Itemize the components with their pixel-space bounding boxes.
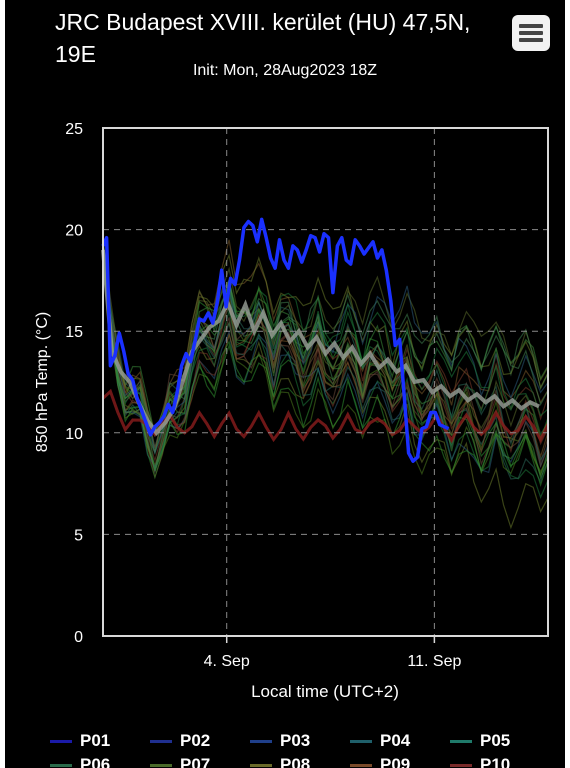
- legend-swatch: [50, 739, 72, 743]
- chart-series: [101, 217, 540, 463]
- y-tick-label: 5: [74, 527, 83, 544]
- legend-label: P09: [380, 755, 411, 768]
- series-line-p01: [101, 217, 450, 463]
- legend-item-p09[interactable]: P09: [350, 752, 410, 768]
- y-axis-ticks: 0 5 10 15 20 25: [65, 121, 83, 646]
- legend-swatch: [250, 763, 272, 767]
- legend-label: P07: [180, 755, 211, 768]
- ensemble-member-line: [102, 241, 549, 471]
- x-tick-label: 11. Sep: [407, 653, 461, 670]
- legend-swatch: [350, 763, 372, 767]
- legend-label: P03: [280, 731, 311, 750]
- legend-item-p01[interactable]: P01: [50, 728, 110, 754]
- legend-item-p02[interactable]: P02: [150, 728, 210, 754]
- y-tick-label: 25: [65, 121, 83, 138]
- legend-label: P10: [480, 755, 511, 768]
- legend-swatch: [50, 763, 72, 767]
- plot-area-frame: [102, 127, 549, 637]
- cold-member-line: [101, 388, 550, 444]
- legend-swatch: [250, 739, 272, 743]
- y-tick-label: 20: [65, 223, 83, 240]
- chart-screen: JRC Budapest XVIII. kerület (HU) 47,5N, …: [5, 0, 565, 768]
- legend-label: P05: [480, 731, 511, 750]
- ensemble-member-line: [102, 265, 549, 472]
- legend-item-p06[interactable]: P06: [50, 752, 110, 768]
- legend-item-p07[interactable]: P07: [150, 752, 210, 768]
- legend-label: P04: [380, 731, 411, 750]
- legend-item-p05[interactable]: P05: [450, 728, 510, 754]
- hamburger-menu-icon[interactable]: [512, 15, 550, 51]
- ensemble-member-line: [102, 251, 549, 477]
- chart-legend: P01 P02 P03 P04 P05 P06 P07 P08 P09 P10: [5, 728, 565, 768]
- legend-item-p10[interactable]: P10: [450, 752, 510, 768]
- ensemble-member-line: [102, 254, 549, 474]
- y-tick-label: 15: [65, 324, 83, 341]
- legend-swatch: [350, 739, 372, 743]
- legend-swatch: [150, 763, 172, 767]
- ensemble-member-line: [102, 252, 549, 477]
- x-axis-ticks: 4. Sep 11. Sep: [204, 636, 461, 670]
- legend-item-p03[interactable]: P03: [250, 728, 310, 754]
- y-axis-label: 850 hPa Temp. (°C): [34, 312, 51, 452]
- init-time-text: Init: Mon, 28Aug2023 18Z: [192, 62, 378, 79]
- legend-swatch: [450, 763, 472, 767]
- menu-bar-bottom: [519, 38, 543, 42]
- page-title: JRC Budapest XVIII. kerület (HU) 47,5N, …: [55, 9, 471, 67]
- legend-label: P01: [80, 731, 111, 750]
- legend-swatch: [150, 739, 172, 743]
- legend-label: P02: [180, 731, 211, 750]
- menu-bar-middle: [519, 31, 543, 35]
- ensemble-member-line: [102, 240, 549, 439]
- menu-bar-top: [519, 24, 543, 28]
- legend-item-p08[interactable]: P08: [250, 752, 310, 768]
- x-tick-label: 4. Sep: [204, 653, 250, 670]
- y-tick-label: 0: [74, 629, 83, 646]
- x-axis-label: Local time (UTC+2): [251, 682, 399, 701]
- chart-grid: [103, 128, 548, 636]
- y-tick-label: 10: [65, 426, 83, 443]
- legend-item-p04[interactable]: P04: [350, 728, 410, 754]
- legend-label: P06: [80, 755, 111, 768]
- ensemble-member-line: [102, 244, 549, 488]
- ensemble-member-line: [102, 256, 549, 472]
- temperature-chart: 0 5 10 15 20 25 4. Sep 11. Sep 850 hPa Temp. (…: [34, 121, 550, 701]
- ensemble-members: [101, 237, 550, 530]
- init-time: Init: Mon, 28Aug2023 18Z: [5, 62, 565, 80]
- legend-swatch: [450, 739, 472, 743]
- legend-label: P08: [280, 755, 311, 768]
